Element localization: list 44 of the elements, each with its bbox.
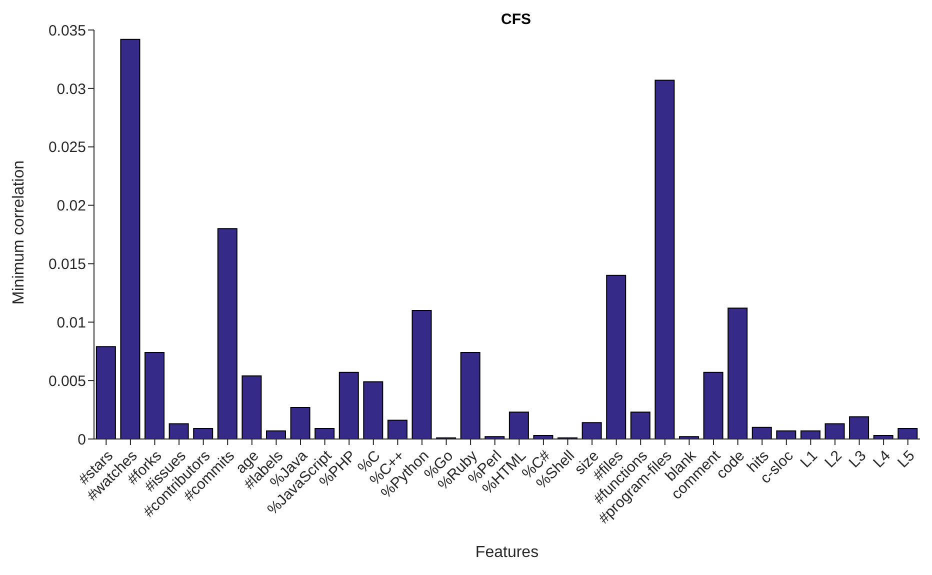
bar <box>193 428 214 439</box>
bar <box>800 430 820 439</box>
bar <box>217 228 238 439</box>
bar <box>728 308 748 439</box>
bar <box>120 38 140 439</box>
bar <box>630 412 650 439</box>
bar <box>824 423 845 439</box>
bar <box>508 412 529 439</box>
y-tick-label: 0.015 <box>48 256 86 274</box>
y-tick-label: 0.01 <box>56 314 86 332</box>
bar <box>338 372 359 439</box>
bar <box>363 381 384 439</box>
bar <box>752 426 772 439</box>
y-tick-label: 0 <box>78 431 86 448</box>
bar <box>266 430 286 439</box>
bar <box>242 375 262 439</box>
bar <box>460 352 480 439</box>
bar <box>898 428 918 439</box>
y-axis-title: Minimum correlation <box>10 160 28 304</box>
y-tick-label: 0.02 <box>56 198 86 215</box>
y-tick-label: 0.005 <box>48 372 86 390</box>
bar <box>144 352 165 439</box>
bar <box>412 310 432 439</box>
bar <box>582 422 602 439</box>
bar <box>703 372 724 439</box>
x-tick-label: L5 <box>894 447 918 472</box>
bar <box>849 416 870 439</box>
bar <box>96 346 116 439</box>
x-tick-label: L4 <box>870 447 894 472</box>
chart-title: CFS <box>501 11 531 28</box>
bar <box>314 428 335 439</box>
bar <box>654 80 675 439</box>
bar <box>606 274 626 439</box>
bar <box>776 430 796 439</box>
bar <box>290 406 310 439</box>
y-tick-label: 0.03 <box>56 80 86 98</box>
x-tick-label: L3 <box>846 447 870 472</box>
y-tick-label: 0.025 <box>48 139 86 156</box>
bar <box>168 423 189 439</box>
bar <box>387 420 408 439</box>
y-tick-label: 0.035 <box>48 22 86 40</box>
x-tick-label: L1 <box>797 447 822 472</box>
x-tick-label: L2 <box>822 447 846 472</box>
x-axis-title: Features <box>475 544 539 561</box>
